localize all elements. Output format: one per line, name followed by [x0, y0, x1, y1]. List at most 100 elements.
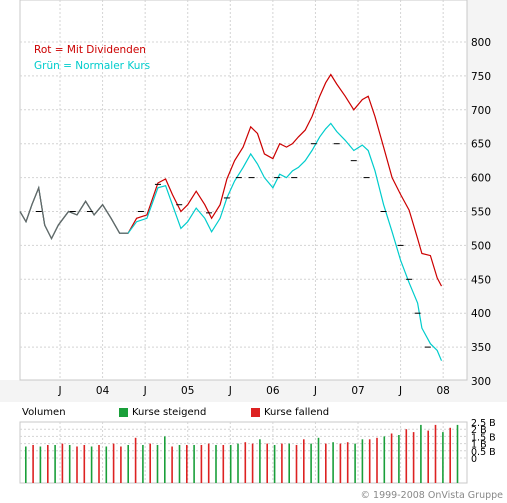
- volume-bar: [25, 446, 27, 483]
- volume-bar: [332, 442, 334, 483]
- volume-bar: [156, 445, 159, 483]
- x-tick-label: 04: [96, 385, 110, 397]
- volume-label: Volumen: [22, 407, 66, 418]
- volume-bar: [222, 445, 225, 483]
- y-tick-label: 750: [471, 71, 491, 83]
- volume-bar: [178, 445, 181, 483]
- volume-bar: [47, 445, 49, 483]
- legend-rising-swatch: [119, 408, 128, 417]
- x-tick-label: 08: [436, 385, 449, 397]
- volume-bar: [346, 442, 349, 483]
- y-tick-label: 550: [471, 207, 491, 219]
- x-tick-label: J: [398, 385, 402, 397]
- volume-bar: [442, 432, 444, 483]
- volume-bar: [339, 443, 342, 483]
- volume-tick-label: 0.5 B: [471, 447, 496, 458]
- price-y-axis: 300 350 400 450 500 550 600 650 700 750 800: [471, 37, 491, 388]
- volume-tick-label: 2.5 B: [471, 418, 496, 429]
- volume-bar: [193, 445, 195, 483]
- volume-bar: [456, 424, 459, 483]
- volume-bar: [83, 445, 86, 483]
- volume-bar: [449, 427, 451, 483]
- volume-bar: [68, 445, 71, 483]
- volume-bar: [112, 443, 115, 483]
- volume-grid: [20, 422, 467, 483]
- volume-bar: [303, 439, 305, 483]
- y-tick-label: 500: [471, 240, 491, 252]
- legend-normal: Grün = Normaler Kurs: [34, 60, 150, 72]
- volume-bar: [32, 445, 34, 483]
- overlap-line: [19, 185, 129, 240]
- volume-bar: [434, 424, 437, 483]
- y-tick-label: 800: [471, 37, 491, 49]
- volume-bar: [390, 433, 393, 483]
- volume-bar: [200, 445, 203, 483]
- volume-y-axis: 00.5 B1 B1.5 B2 B2.5 B: [471, 418, 496, 465]
- y-tick-label: 600: [471, 173, 491, 185]
- volume-bar: [259, 439, 261, 483]
- price-series: [19, 73, 443, 361]
- volume-bar: [164, 436, 166, 483]
- volume-bar: [142, 445, 144, 483]
- volume-bar: [215, 445, 217, 483]
- volume-bar: [237, 443, 239, 483]
- y-tick-label: 350: [471, 342, 491, 354]
- volume-bar: [207, 443, 210, 483]
- volume-bar: [149, 443, 151, 483]
- volume-bar: [266, 443, 268, 483]
- price-markers: [35, 143, 431, 348]
- volume-bar: [98, 445, 100, 483]
- volume-bars: [25, 424, 459, 483]
- y-tick-label: 300: [471, 376, 491, 388]
- volume-bar: [376, 437, 378, 483]
- volume-bar: [405, 429, 408, 483]
- volume-bar: [288, 443, 290, 483]
- volume-bar: [354, 443, 356, 483]
- volume-bar: [420, 424, 422, 483]
- volume-bar: [295, 445, 298, 483]
- volume-tick-label: 1 B: [471, 440, 487, 451]
- volume-bar: [325, 443, 327, 483]
- volume-bar: [61, 443, 64, 483]
- volume-bar: [310, 443, 312, 483]
- volume-bar: [134, 437, 137, 483]
- volume-bar: [90, 446, 93, 483]
- price-plot-area: [19, 0, 468, 381]
- x-tick-label: J: [313, 385, 317, 397]
- y-tick-label: 400: [471, 308, 491, 320]
- x-tick-label: J: [143, 385, 147, 397]
- volume-bar: [412, 432, 415, 483]
- y-tick-label: 650: [471, 139, 491, 151]
- legend-falling-swatch: [251, 408, 260, 417]
- volume-bar: [383, 436, 386, 483]
- x-tick-label: 07: [351, 385, 364, 397]
- volume-bar: [317, 437, 320, 483]
- y-tick-label: 700: [471, 105, 491, 117]
- volume-bar: [251, 443, 254, 483]
- legend-rising-label: Kurse steigend: [132, 407, 206, 418]
- x-tick-label: 06: [266, 385, 280, 397]
- volume-bar: [120, 446, 122, 483]
- volume-bar: [273, 445, 276, 483]
- volume-bar: [361, 439, 364, 483]
- volume-bar: [368, 439, 371, 483]
- volume-bar: [76, 446, 78, 483]
- copyright: © 1999-2008 OnVista Gruppe: [361, 490, 504, 501]
- legend-dividends: Rot = Mit Dividenden: [34, 44, 146, 56]
- volume-tick-label: 0: [471, 454, 477, 465]
- time-x-axis: J 04 J 05 J 06 J 07 J 08: [57, 385, 449, 397]
- volume-bar: [127, 445, 129, 483]
- volume-bar: [171, 446, 173, 483]
- volume-bar: [427, 430, 429, 483]
- price-grid: [20, 0, 467, 380]
- volume-bar: [229, 445, 232, 483]
- volume-tick-label: 1.5 B: [471, 432, 496, 443]
- y-tick-label: 450: [471, 274, 491, 286]
- x-tick-label: J: [57, 385, 61, 397]
- volume-bar: [398, 435, 400, 483]
- x-axis-panel: [0, 380, 507, 402]
- volume-bar: [244, 442, 247, 483]
- legend-falling-label: Kurse fallend: [264, 407, 329, 418]
- volume-bar: [39, 446, 42, 483]
